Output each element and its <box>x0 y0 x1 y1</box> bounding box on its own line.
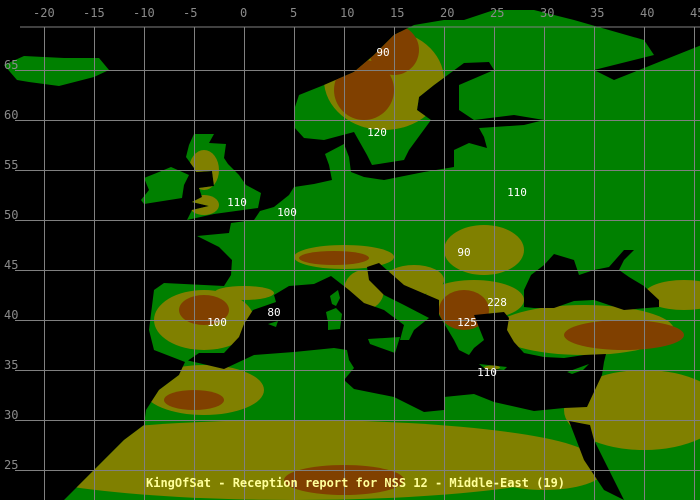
reception-value: 120 <box>367 126 387 139</box>
lat-tick-label: 45 <box>4 258 18 272</box>
reception-value: 100 <box>277 206 297 219</box>
red-sea <box>569 421 624 500</box>
relief-area <box>444 225 524 275</box>
lon-tick-label: -15 <box>83 6 105 20</box>
relief-area <box>299 251 369 265</box>
island-sardinia <box>326 308 342 330</box>
lat-tick-label: 30 <box>4 408 18 422</box>
lat-tick-label: 50 <box>4 208 18 222</box>
map-title: KingOfSat - Reception report for NSS 12 … <box>146 476 565 490</box>
island-corsica <box>330 290 340 306</box>
lat-tick-label: 60 <box>4 108 18 122</box>
grid-layer: -20 -15 -10 -5 0 5 10 15 20 25 30 35 40 45 25 30 35 40 45 5… <box>4 6 700 500</box>
reception-value: 110 <box>477 366 497 379</box>
reception-value: 110 <box>507 186 527 199</box>
lat-tick-label: 35 <box>4 358 18 372</box>
reception-value: 80 <box>267 306 280 319</box>
lon-tick-label: 20 <box>440 6 454 20</box>
lon-tick-label: 15 <box>390 6 404 20</box>
report-labels: 90 120 110 110 100 90 228 80 100 125 110 <box>207 46 527 379</box>
island-mallorca <box>268 321 278 327</box>
lat-tick-label: 40 <box>4 308 18 322</box>
lon-tick-label: 40 <box>640 6 654 20</box>
lon-tick-label: 25 <box>490 6 504 20</box>
reception-value: 110 <box>227 196 247 209</box>
relief-area <box>189 195 219 215</box>
lon-tick-label: -5 <box>183 6 197 20</box>
lon-tick-label: -10 <box>133 6 155 20</box>
lon-tick-label: 0 <box>240 6 247 20</box>
island-great-britain <box>186 134 261 220</box>
lat-tick-label: 65 <box>4 58 18 72</box>
lon-tick-label: 35 <box>590 6 604 20</box>
island-sicily <box>368 337 400 353</box>
relief-area <box>179 295 229 325</box>
reception-value: 125 <box>457 316 477 329</box>
lon-tick-label: -20 <box>33 6 55 20</box>
island-cyprus <box>567 364 589 374</box>
reception-value: 90 <box>376 46 389 59</box>
islands-layer <box>268 290 589 374</box>
reception-value: 90 <box>457 246 470 259</box>
relief-area <box>644 280 700 310</box>
island-ireland <box>141 167 189 204</box>
lon-tick-label: 45 <box>690 6 700 20</box>
lat-tick-label: 25 <box>4 458 18 472</box>
lon-tick-label: 10 <box>340 6 354 20</box>
lon-tick-label: 5 <box>290 6 297 20</box>
reception-value: 100 <box>207 316 227 329</box>
relief-area <box>484 365 500 370</box>
reception-value: 228 <box>487 296 507 309</box>
relief-area <box>564 320 684 350</box>
lon-tick-label: 30 <box>540 6 554 20</box>
lat-tick-label: 55 <box>4 158 18 172</box>
black-sea <box>524 250 659 310</box>
relief-area <box>334 60 394 120</box>
